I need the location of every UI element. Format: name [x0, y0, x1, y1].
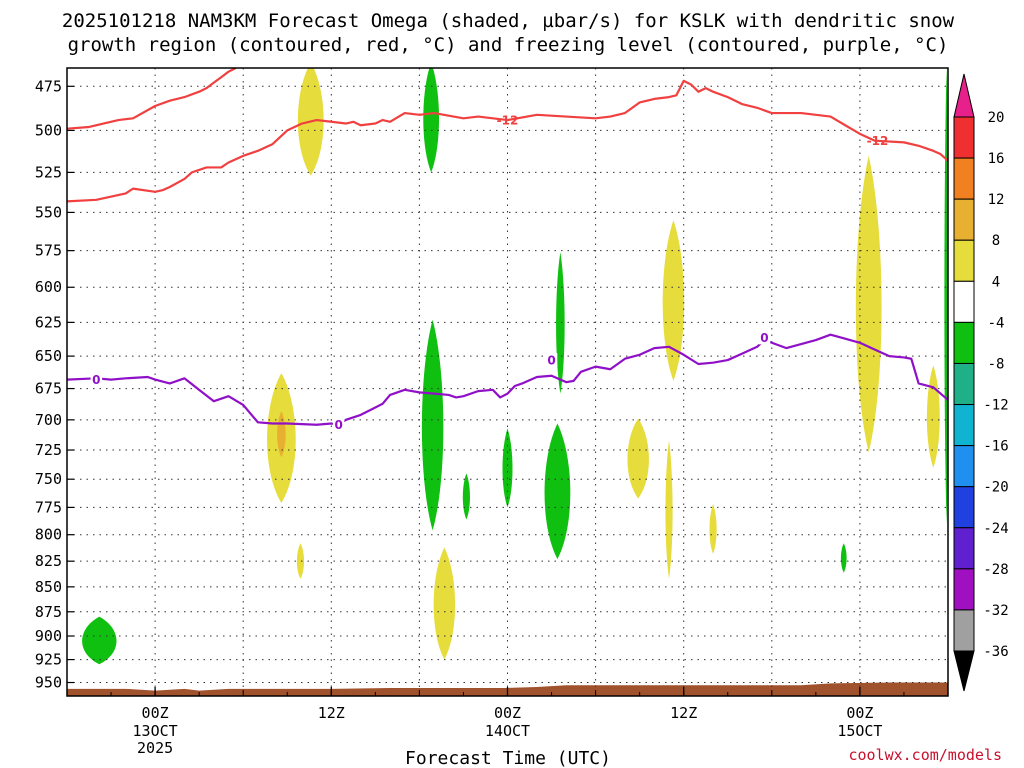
omega-ascent-region-11	[556, 252, 565, 394]
y-tick-label-900: 900	[35, 627, 62, 645]
y-tick-label-650: 650	[35, 347, 62, 365]
credit-text: coolwx.com/models	[848, 746, 1002, 764]
colorbar-bin-5	[953, 280, 975, 323]
omega-descent-region-14	[662, 220, 685, 381]
colorbar-label-14: -36	[983, 644, 1008, 660]
colorbar-label-1: 20	[988, 110, 1005, 126]
colorbar-bin-10	[953, 486, 975, 529]
y-tick-label-625: 625	[35, 313, 62, 331]
y-tick-label-575: 575	[35, 242, 62, 260]
colorbar-bin-12	[953, 568, 975, 611]
colorbar-label-2: 16	[988, 151, 1005, 167]
omega-shading	[82, 68, 948, 665]
colorbar-label-8: -12	[983, 398, 1008, 414]
contour-freezing-level-0C	[67, 333, 948, 426]
y-tick-label-700: 700	[35, 411, 62, 429]
x-tick-date-1: 13OCT	[133, 722, 178, 740]
omega-descent-region-16	[709, 504, 717, 554]
x-tick-label-2: 12Z	[318, 704, 345, 722]
y-tick-label-725: 725	[35, 441, 62, 459]
colorbar-label-6: -4	[988, 315, 1005, 331]
colorbar-bottom-triangle	[953, 650, 975, 692]
omega-ascent-region-17	[840, 543, 847, 573]
contour-dgz-upper-12C	[67, 68, 237, 130]
colorbar-bin-2	[953, 157, 975, 200]
y-axis: 475 500 525 550 575 600 625 650 675 700 725 750 775 8…	[35, 77, 74, 692]
x-tick-date-3: 14OCT	[485, 722, 530, 740]
colorbar-bin-13	[953, 609, 975, 652]
contour-label-bg-freezing-level-0C-4	[758, 330, 771, 345]
omega-ascent-region-12	[544, 423, 571, 560]
colorbar-bin-1	[953, 116, 975, 159]
y-tick-label-925: 925	[35, 651, 62, 669]
contour-label-freezing-level-0C-2: 0	[334, 418, 342, 432]
colorbar-bin-3	[953, 198, 975, 241]
y-tick-label-475: 475	[35, 77, 62, 95]
y-tick-label-875: 875	[35, 603, 62, 621]
colorbar-bin-7	[953, 362, 975, 406]
colorbar-label-10: -20	[983, 480, 1008, 496]
x-tick-label-5: 00Z	[846, 704, 873, 722]
colorbar-bin-9	[953, 445, 975, 488]
x-tick-label-4: 12Z	[670, 704, 697, 722]
y-tick-label-800: 800	[35, 526, 62, 544]
contour-label-freezing-level-0C-4: 0	[760, 331, 768, 345]
colorbar-top-triangle	[953, 73, 975, 118]
y-tick-label-750: 750	[35, 470, 62, 488]
colorbar-label-9: -16	[983, 439, 1008, 455]
colorbar-label-13: -32	[983, 603, 1008, 619]
y-tick-label-950: 950	[35, 674, 62, 692]
x-tick-label-1: 00Z	[142, 704, 169, 722]
colorbar-label-11: -24	[983, 521, 1008, 537]
omega-descent-region-5	[296, 543, 305, 579]
omega-ascent-region-9	[462, 473, 470, 520]
omega-ascent-region-1	[82, 616, 117, 665]
grid-lines	[67, 68, 948, 696]
contour-label-bg-freezing-level-0C-3	[545, 353, 558, 368]
x-axis-label: Forecast Time (UTC)	[405, 748, 611, 768]
contour-label-bg-freezing-level-0C-1	[90, 372, 103, 387]
omega-descent-region-15	[665, 440, 673, 579]
y-tick-label-600: 600	[35, 278, 62, 296]
chart-title-line2: growth region (contoured, red, °C) and f…	[68, 34, 949, 56]
omega-ascent-region-10	[502, 428, 513, 508]
colorbar-label-5: 4	[992, 274, 1000, 290]
omega-descent-region-8	[433, 547, 456, 660]
omega-ascent-region-7	[421, 319, 444, 531]
y-tick-label-500: 500	[35, 121, 62, 139]
colorbar-label-7: -8	[988, 356, 1005, 372]
colorbar-label-12: -28	[983, 562, 1008, 578]
omega-descent-region-13	[627, 418, 649, 499]
y-tick-label-775: 775	[35, 498, 62, 516]
colorbar-label-3: 12	[988, 192, 1005, 208]
chart-title-line1: 2025101218 NAM3KM Forecast Omega (shaded…	[62, 10, 955, 32]
omega-descent-region-18	[855, 155, 882, 453]
y-tick-label-675: 675	[35, 380, 62, 398]
colorbar-bin-11	[953, 527, 975, 570]
y-tick-label-525: 525	[35, 163, 62, 181]
x-tick-year-1: 2025	[137, 739, 173, 757]
y-tick-label-850: 850	[35, 578, 62, 596]
y-tick-label-825: 825	[35, 552, 62, 570]
colorbar-bin-8	[953, 404, 975, 447]
colorbar-bin-4	[953, 239, 975, 282]
x-tick-date-5: 15OCT	[837, 722, 882, 740]
colorbar-label-4: 8	[992, 233, 1000, 249]
contour-label-freezing-level-0C-1: 0	[92, 373, 100, 387]
contour-dgz-lower-12C	[67, 79, 948, 203]
y-tick-label-550: 550	[35, 203, 62, 221]
contour-label-freezing-level-0C-3: 0	[547, 354, 555, 368]
omega-ascent-region-6	[423, 68, 439, 173]
omega-ascent-region-20	[944, 68, 948, 524]
colorbar-bin-6	[953, 321, 975, 364]
x-tick-label-3: 00Z	[494, 704, 521, 722]
contour-label-bg-freezing-level-0C-2	[332, 417, 345, 432]
colorbar: 20 16 12 8 4 -4 -8 -12 -16 -20 -24 -28 -32 -36	[953, 73, 1009, 692]
